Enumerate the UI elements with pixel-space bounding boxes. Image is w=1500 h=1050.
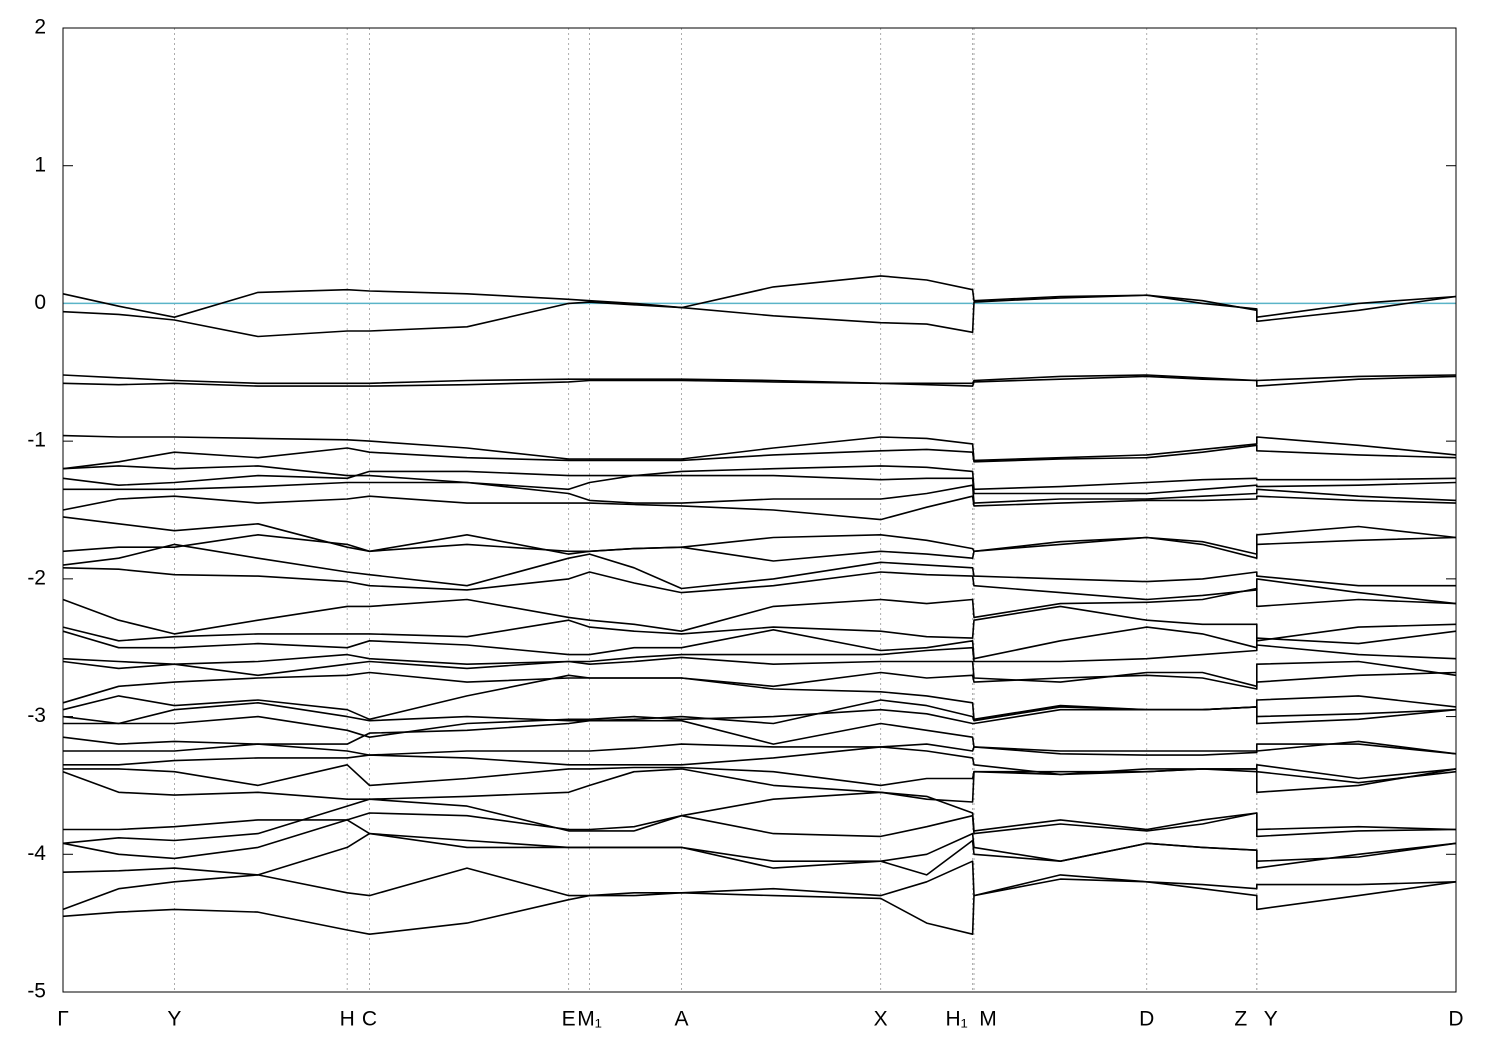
band	[62, 878, 1457, 935]
band	[62, 768, 1457, 803]
y-tick-label: -5	[27, 980, 46, 1003]
x-tick-label: M	[979, 1008, 997, 1031]
x-tick-label: C	[362, 1008, 377, 1031]
x-tick-label: M₁	[577, 1008, 602, 1031]
band	[62, 434, 1457, 462]
x-tick-label: X	[874, 1008, 888, 1031]
y-tick-label: -4	[27, 842, 46, 865]
band	[63, 740, 1457, 756]
band	[63, 791, 1457, 832]
band	[62, 465, 1457, 491]
band	[62, 860, 1457, 911]
x-tick-label: Y	[167, 1008, 181, 1031]
band	[62, 543, 1456, 590]
band	[62, 495, 1457, 521]
y-tick-label: 1	[34, 153, 46, 176]
band	[62, 470, 1457, 495]
band	[62, 587, 1457, 635]
y-tick-label: 2	[34, 16, 46, 39]
band	[62, 534, 1457, 562]
x-tick-label: D	[1139, 1008, 1154, 1031]
band	[62, 605, 1457, 642]
band	[63, 481, 1457, 504]
band	[62, 567, 1457, 605]
band	[62, 819, 1457, 869]
x-tick-label: H	[340, 1008, 355, 1031]
band	[62, 719, 1457, 755]
y-tick-label: -1	[27, 429, 46, 452]
x-tick-label: Γ	[57, 1008, 69, 1031]
x-tick-label: D	[1448, 1008, 1463, 1031]
band	[62, 374, 1457, 385]
y-tick-label: -2	[27, 566, 46, 589]
band	[62, 674, 1457, 721]
band	[62, 516, 1457, 555]
x-tick-label: H₁	[945, 1008, 967, 1031]
band	[62, 832, 1457, 876]
band	[62, 656, 1457, 688]
band	[62, 375, 1457, 387]
band	[63, 764, 1457, 794]
band	[63, 706, 1457, 738]
band	[62, 444, 1457, 470]
band	[62, 294, 1457, 338]
band	[62, 798, 1457, 845]
band	[62, 644, 1457, 665]
plot-frame	[62, 27, 1457, 993]
x-tick-label: Y	[1264, 1008, 1278, 1031]
y-tick-label: -3	[27, 704, 46, 727]
band	[62, 699, 1457, 725]
band	[62, 275, 1457, 318]
x-tick-label: A	[674, 1008, 688, 1031]
x-tick-label: Z	[1234, 1008, 1247, 1031]
y-tick-label: 0	[34, 291, 46, 314]
band	[62, 671, 1457, 704]
x-tick-label: E	[562, 1008, 576, 1031]
band	[62, 626, 1457, 660]
